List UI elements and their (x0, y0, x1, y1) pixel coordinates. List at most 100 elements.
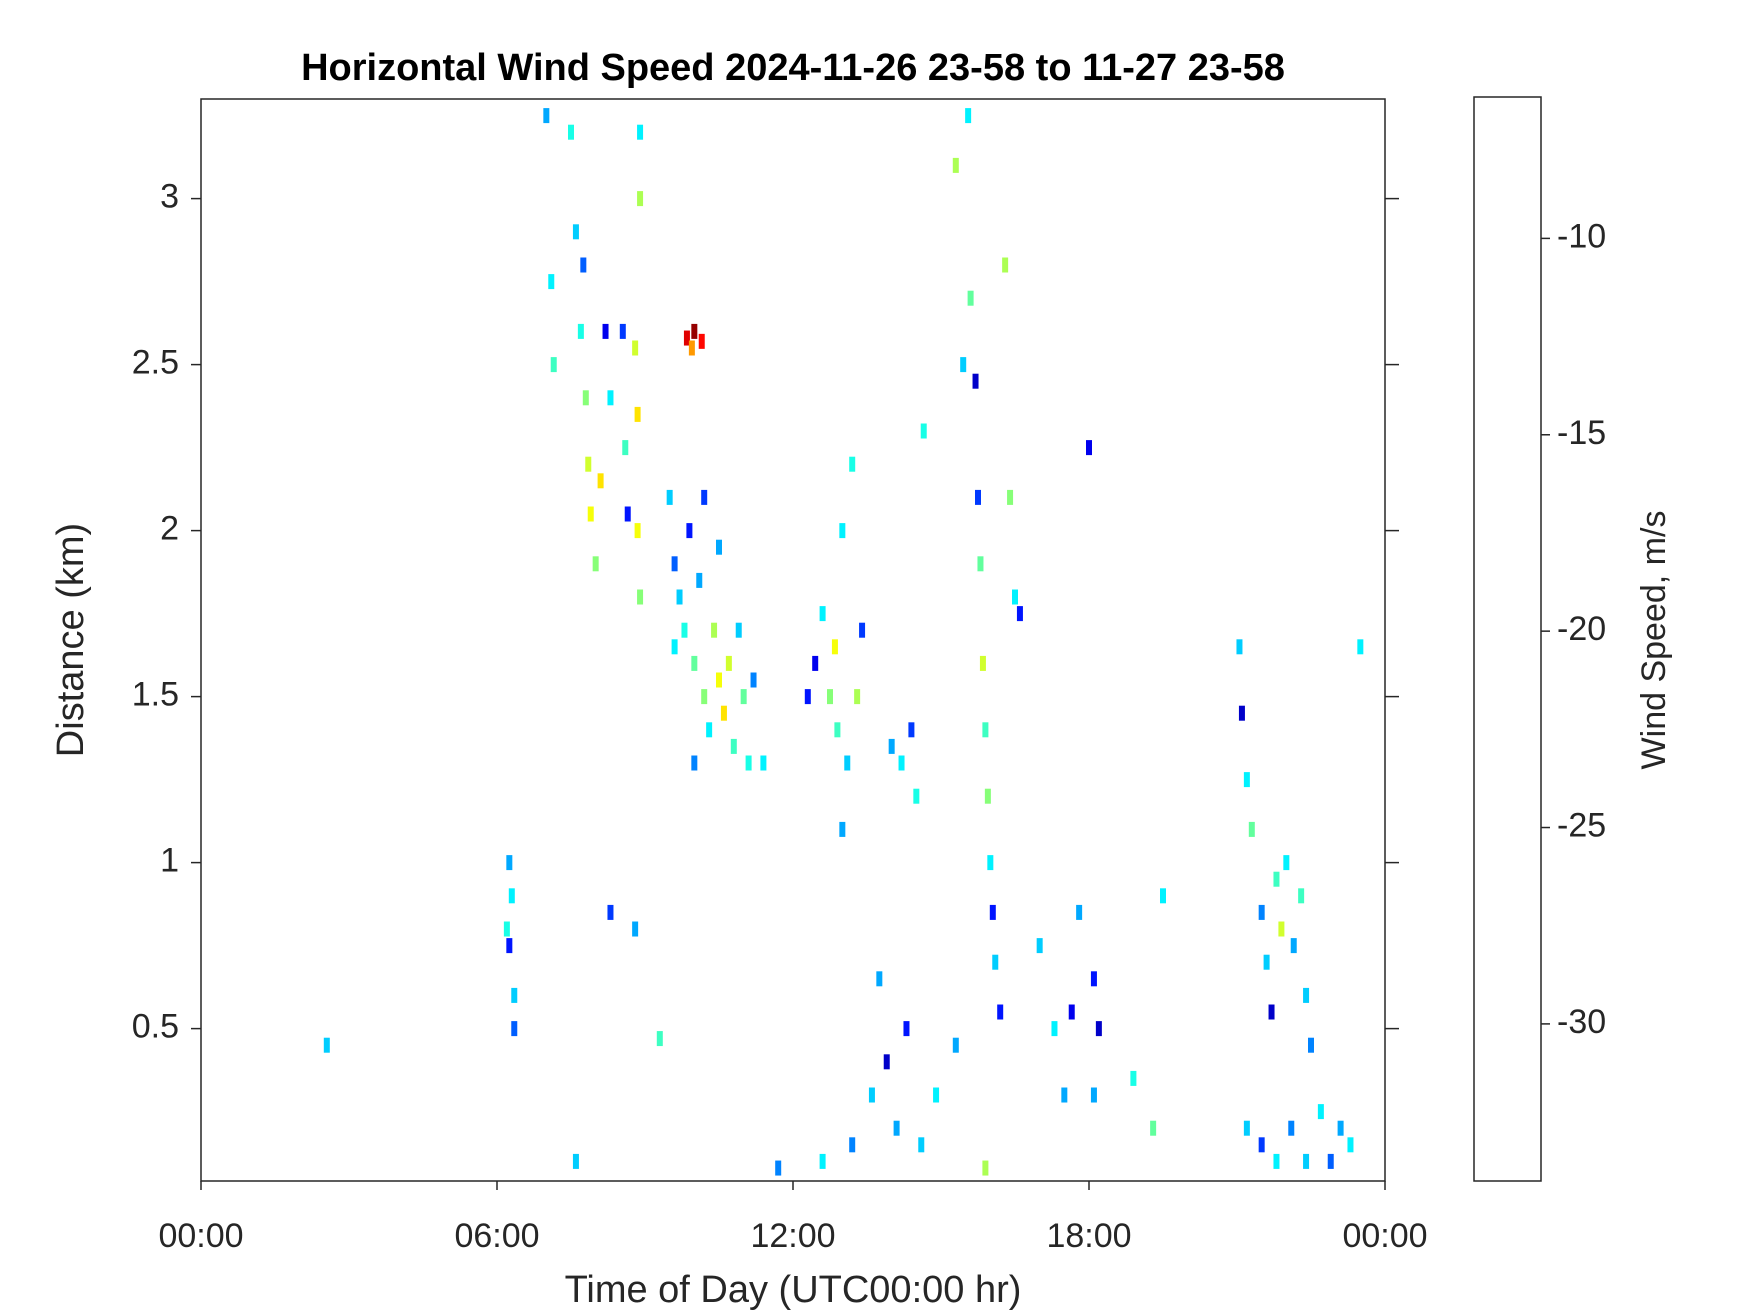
heatmap-cell (720, 705, 727, 721)
heatmap-cell (1076, 904, 1083, 920)
heatmap-cell (1337, 1120, 1344, 1136)
colorbar-tick-label: -25 (1557, 807, 1606, 845)
heatmap-cell (1283, 855, 1290, 871)
heatmap-cell (688, 340, 695, 356)
heatmap-cell (735, 622, 742, 638)
heatmap-cell (637, 191, 644, 207)
colorbar-label: Wind Speed, m/s (1635, 511, 1673, 770)
heatmap-cell (1268, 1004, 1275, 1020)
heatmap-cell (898, 755, 905, 771)
heatmap-cell (933, 1087, 940, 1103)
heatmap-cell (580, 257, 587, 273)
heatmap-cell (967, 290, 974, 306)
heatmap-cell (698, 333, 705, 349)
colorbar-tick-label: -15 (1557, 414, 1606, 452)
heatmap-cell (827, 689, 833, 705)
heatmap-cell (1290, 938, 1297, 954)
colorbar-tick-label: -30 (1557, 1003, 1606, 1041)
heatmap-cell (740, 689, 747, 705)
heatmap-cell (602, 323, 609, 339)
heatmap-cell (701, 689, 708, 705)
heatmap-cell (839, 821, 846, 837)
colorbar-tick-label: -10 (1557, 217, 1606, 255)
heatmap-cell (543, 108, 550, 124)
heatmap-cell (952, 1037, 959, 1053)
y-tick-label: 1 (160, 842, 179, 880)
heatmap-cell (550, 357, 557, 373)
y-tick-label: 3 (160, 178, 179, 216)
heatmap-cell (691, 323, 698, 339)
heatmap-cell (671, 639, 678, 655)
x-axis-label: Time of Day (UTC00:00 hr) (565, 1269, 1022, 1311)
heatmap-cell (745, 755, 752, 771)
heatmap-cell (1051, 1021, 1058, 1037)
heatmap-cell (1236, 639, 1243, 655)
heatmap-cell (511, 1021, 518, 1037)
heatmap-cell (572, 224, 579, 240)
heatmap-cell (854, 689, 861, 705)
heatmap-cell (691, 655, 698, 671)
colorbar (1473, 96, 1542, 1182)
heatmap-cell (585, 456, 592, 472)
heatmap-cell (725, 655, 732, 671)
x-tick-label: 00:00 (1342, 1217, 1427, 1255)
heatmap-cell (965, 108, 972, 124)
heatmap-cell (992, 954, 999, 970)
heatmap-cell (1248, 821, 1255, 837)
heatmap-cell (1243, 772, 1250, 788)
heatmap-cell (624, 506, 631, 522)
heatmap-cell (913, 788, 920, 804)
heatmap-cell (607, 390, 614, 406)
heatmap-cell (696, 572, 703, 588)
heatmap-cell (1303, 987, 1310, 1003)
heatmap-cell (1068, 1004, 1075, 1020)
heatmap-cell (812, 655, 819, 671)
heatmap-cell (656, 1031, 663, 1047)
heatmap-cell (1130, 1070, 1137, 1086)
heatmap-cell (908, 722, 915, 738)
y-tick-label: 2.5 (132, 344, 179, 382)
heatmap-cell (979, 655, 986, 671)
heatmap-cell (508, 888, 515, 904)
heatmap-cell (686, 523, 693, 539)
heatmap-cell (681, 622, 688, 638)
heatmap-cell (619, 323, 626, 339)
heatmap-cell (989, 904, 996, 920)
heatmap-cell (982, 722, 989, 738)
heatmap-cell (883, 1054, 890, 1070)
y-tick-label: 1.5 (132, 676, 179, 714)
heatmap-cell (987, 855, 994, 871)
heatmap-cell (671, 556, 678, 572)
heatmap-cell (1308, 1037, 1314, 1053)
heatmap-cell (868, 1087, 875, 1103)
heatmap-cell (676, 589, 683, 605)
plot-frame (200, 98, 1386, 1182)
heatmap-cell (730, 738, 737, 754)
heatmap-cell (622, 440, 629, 456)
heatmap-cell (1258, 904, 1265, 920)
heatmap-cell (982, 1160, 989, 1176)
y-tick-label: 0.5 (132, 1008, 179, 1046)
heatmap-cell (977, 556, 984, 572)
heatmap-cell (666, 489, 673, 505)
heatmap-cell (587, 506, 594, 522)
heatmap-cell (323, 1037, 330, 1053)
heatmap-cell (831, 639, 838, 655)
x-tick-label: 18:00 (1046, 1217, 1131, 1255)
heatmap-cell (706, 722, 713, 738)
heatmap-cell (888, 738, 895, 754)
y-tick-label: 2 (160, 510, 179, 548)
heatmap-cell (1007, 489, 1014, 505)
heatmap-cell (634, 406, 641, 422)
heatmap-cell (691, 755, 698, 771)
heatmap-cell (632, 340, 639, 356)
heatmap-cell (876, 971, 883, 987)
heatmap-cell (972, 373, 979, 389)
heatmap-cell (1002, 257, 1009, 273)
heatmap-cell (1303, 1153, 1310, 1169)
heatmap-cell (984, 788, 991, 804)
heatmap-cell (592, 556, 599, 572)
heatmap-cell (997, 1004, 1004, 1020)
x-tick-label: 12:00 (750, 1217, 835, 1255)
